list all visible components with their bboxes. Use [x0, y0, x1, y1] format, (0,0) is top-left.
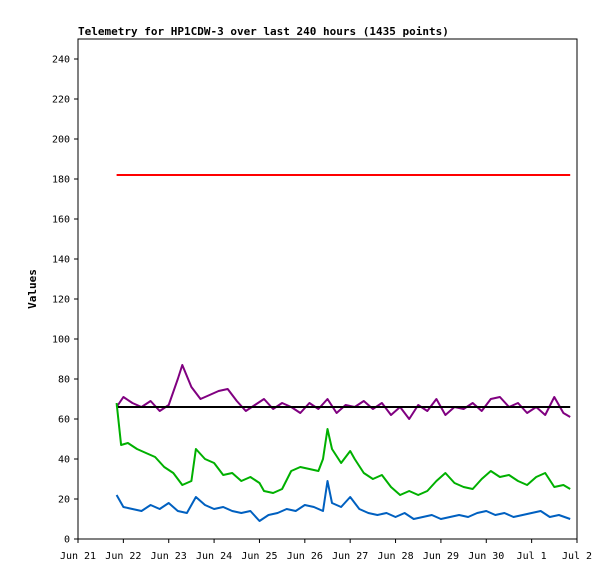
x-tick-label: Jun 24	[196, 551, 232, 562]
y-tick-label: 0	[64, 535, 70, 546]
y-tick-label: 200	[52, 135, 70, 146]
x-axis: Jun 21 Jun 22 Jun 23 Jun 24 Jun 25 Jun 26 Jun …	[60, 539, 592, 562]
x-tick-label: Jul 2	[562, 551, 592, 562]
x-tick-label: Jun 21	[60, 551, 96, 562]
chart-title: Telemetry for HP1CDW-3 over last 240 hou…	[78, 25, 449, 38]
series-line-1	[115, 364, 571, 420]
y-tick-label: 40	[58, 455, 70, 466]
x-tick-label: Jun 30	[468, 551, 504, 562]
x-tick-label: Jul 1	[517, 551, 547, 562]
series-line-3	[115, 402, 571, 496]
y-tick-label: 80	[58, 375, 70, 386]
y-tick-label: 60	[58, 415, 70, 426]
y-tick-label: 20	[58, 495, 70, 506]
y-tick-label: 160	[52, 215, 70, 226]
series-line-4	[115, 480, 571, 522]
y-tick-label: 240	[52, 55, 70, 66]
x-tick-label: Jun 28	[377, 551, 413, 562]
y-tick-label: 100	[52, 335, 70, 346]
y-tick-label: 180	[52, 175, 70, 186]
x-tick-label: Jun 25	[241, 551, 277, 562]
series-layer	[115, 174, 571, 522]
plot-frame	[77, 38, 578, 540]
x-tick-label: Jun 26	[287, 551, 323, 562]
x-tick-label: Jun 22	[105, 551, 141, 562]
x-tick-label: Jun 27	[332, 551, 368, 562]
y-tick-label: 120	[52, 295, 70, 306]
y-tick-label: 220	[52, 95, 70, 106]
y-axis: 0 20 40 60 80 100 120 140 160 180 200 220 240	[52, 55, 78, 546]
y-tick-label: 140	[52, 255, 70, 266]
x-tick-label: Jun 23	[151, 551, 187, 562]
y-axis-label: Values	[26, 269, 39, 309]
x-tick-label: Jun 29	[423, 551, 459, 562]
